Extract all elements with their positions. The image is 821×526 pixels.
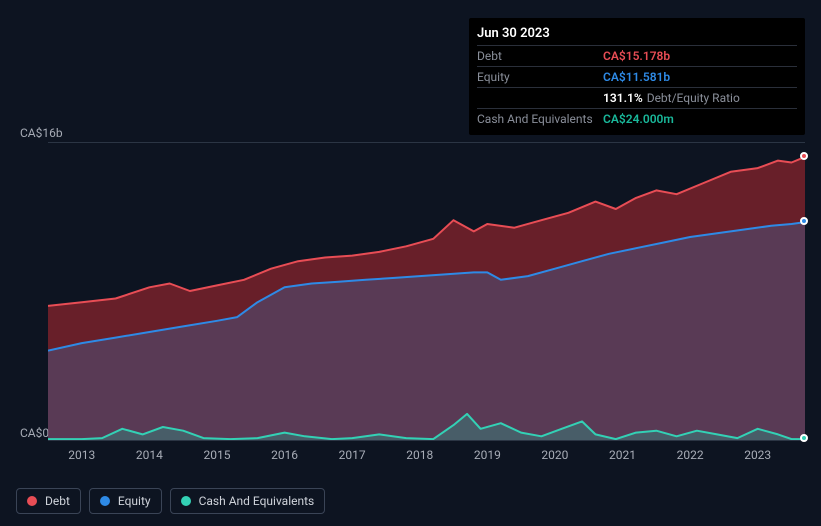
legend-label: Debt [45,494,70,508]
tooltip-ratio-label: Debt/Equity Ratio [647,91,740,105]
tooltip-value-cash: CA$24.000m [603,112,674,126]
chart-area[interactable]: CA$16b CA$0 2013 2014 2015 2016 2017 2018 2019… [0,120,821,470]
series-end-marker [800,152,808,160]
legend-item-debt[interactable]: Debt [16,488,81,514]
tooltip-label: Debt [477,49,603,63]
tooltip-date: Jun 30 2023 [477,24,797,45]
x-axis-tick-label: 2019 [474,448,501,462]
tooltip-label [477,91,603,105]
x-axis-tick-label: 2021 [609,448,636,462]
x-axis-tick-label: 2023 [744,448,771,462]
x-axis-tick-label: 2018 [406,448,433,462]
legend-label: Equity [118,494,151,508]
tooltip-row-equity: Equity CA$11.581b [477,66,797,87]
legend-label: Cash And Equivalents [199,494,315,508]
chart-plot [48,142,805,440]
x-axis-tick-label: 2014 [136,448,163,462]
tooltip-row-cash: Cash And Equivalents CA$24.000m [477,108,797,129]
chart-tooltip: Jun 30 2023 Debt CA$15.178b Equity CA$11… [469,18,805,135]
x-axis-labels: 2013 2014 2015 2016 2017 2018 2019 2020 2021 2022… [48,448,805,466]
tooltip-row-debt: Debt CA$15.178b [477,45,797,66]
tooltip-label: Cash And Equivalents [477,112,603,126]
tooltip-ratio-pct: 131.1% [603,91,643,105]
legend-swatch [27,496,37,506]
legend-item-cash[interactable]: Cash And Equivalents [170,488,326,514]
y-axis-max-label: CA$16b [20,126,63,140]
legend-item-equity[interactable]: Equity [89,488,162,514]
x-axis-tick-label: 2013 [68,448,95,462]
legend-swatch [100,496,110,506]
y-axis-min-label: CA$0 [20,426,49,440]
gridline-bottom [48,440,805,441]
x-axis-tick-label: 2020 [541,448,568,462]
series-end-marker [800,434,808,442]
x-axis-tick-label: 2017 [339,448,366,462]
series-end-marker [800,217,808,225]
chart-legend: Debt Equity Cash And Equivalents [16,488,325,514]
tooltip-value-equity: CA$11.581b [603,70,670,84]
x-axis-tick-label: 2015 [203,448,230,462]
tooltip-label: Equity [477,70,603,84]
tooltip-row-ratio: 131.1% Debt/Equity Ratio [477,87,797,108]
x-axis-tick-label: 2016 [271,448,298,462]
x-axis-tick-label: 2022 [677,448,704,462]
legend-swatch [181,496,191,506]
tooltip-value-debt: CA$15.178b [603,49,670,63]
